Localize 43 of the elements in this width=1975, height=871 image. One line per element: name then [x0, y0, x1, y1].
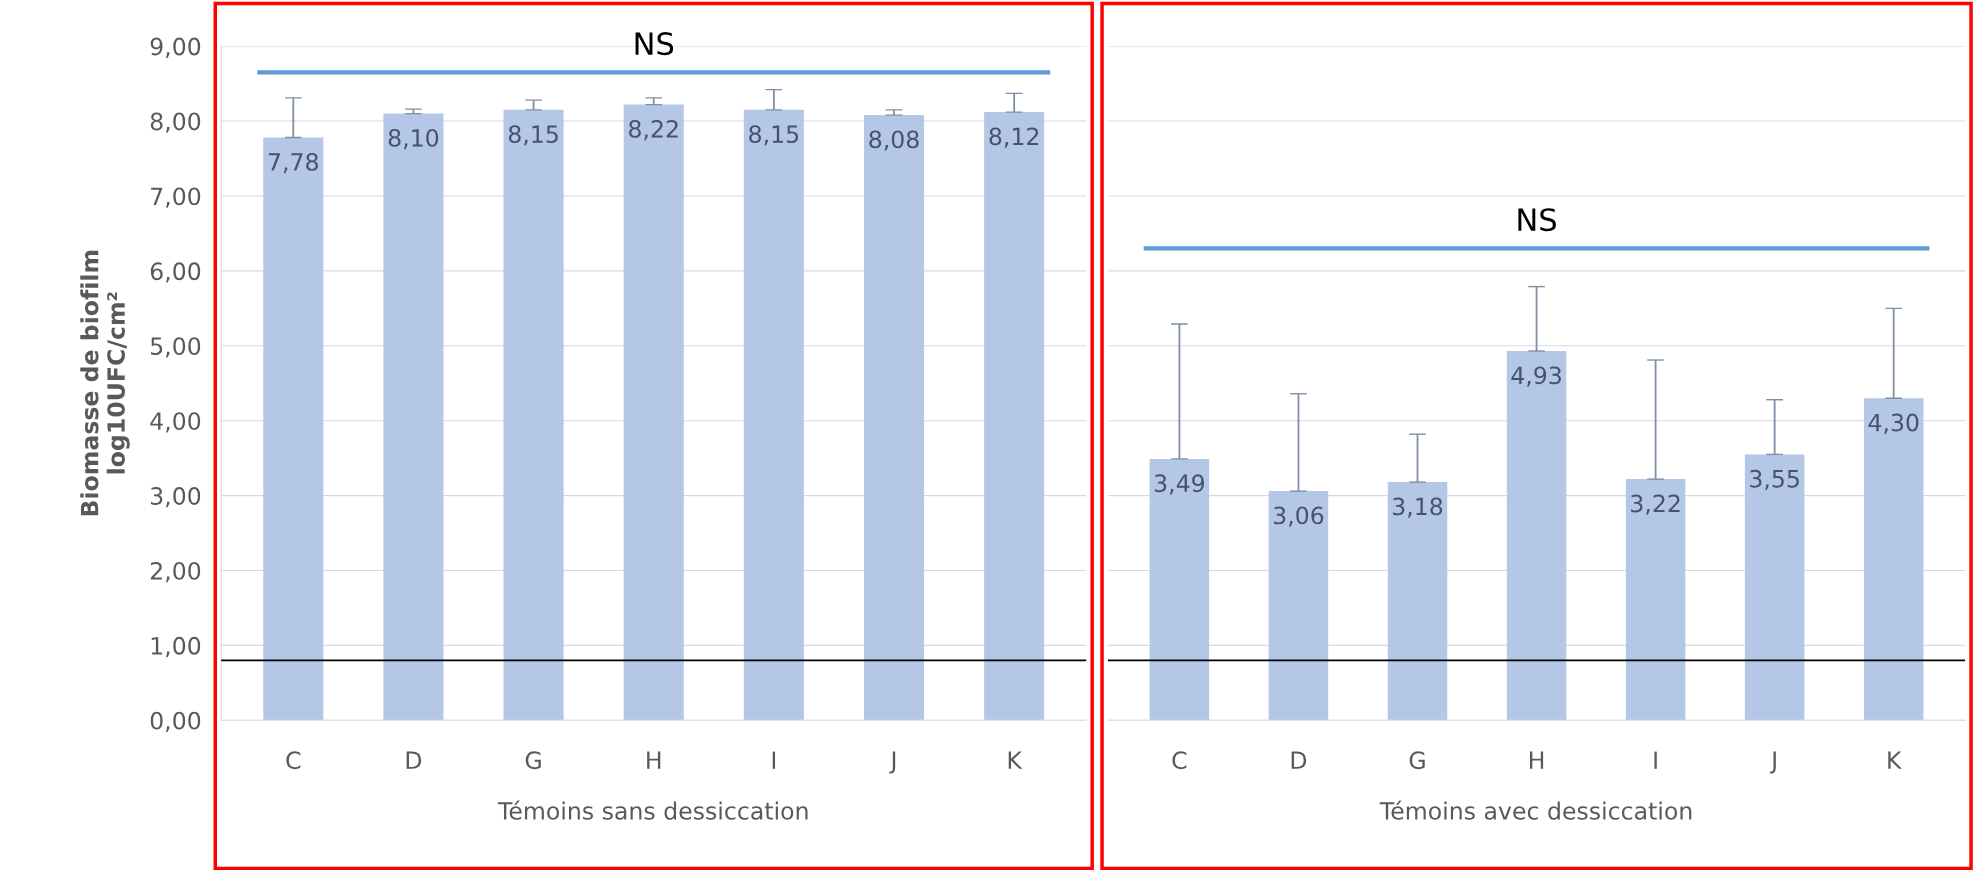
data-label: 4,93 [1511, 366, 1561, 387]
data-label: 8,22 [629, 119, 678, 141]
x-axis-title: Témoins avec dessiccation [1379, 800, 1692, 820]
x-axis-title: Témoins sans dessiccation [497, 800, 808, 820]
ref-line-label: NS [1518, 208, 1556, 232]
x-tick-label: J [889, 751, 896, 774]
data-label: 8,08 [869, 130, 919, 151]
data-label: 8,15 [749, 125, 799, 146]
x-tick-label: K [1888, 751, 1902, 769]
data-label: 7,78 [268, 152, 318, 174]
ref-line-label: NS [635, 32, 674, 56]
x-tick-label: H [1529, 751, 1544, 769]
data-label: 8,15 [508, 125, 558, 146]
y-tick-label: 7,00 [151, 187, 201, 208]
y-tick-label: 9,00 [150, 37, 201, 58]
data-label: 4,30 [1868, 413, 1919, 434]
data-label: 8,10 [388, 128, 439, 150]
y-tick-label: 8,00 [150, 112, 201, 133]
y-tick-label: 5,00 [151, 337, 201, 358]
x-tick-label: G [1409, 751, 1425, 770]
x-tick-label: G [525, 751, 541, 770]
data-label: 3,55 [1750, 469, 1799, 491]
x-tick-label: I [772, 751, 776, 769]
x-tick-label: C [1172, 751, 1187, 770]
x-tick-label: J [1769, 751, 1776, 774]
x-tick-label: H [647, 751, 661, 769]
data-label: 3,06 [1273, 506, 1324, 527]
y-tick-label: 0,00 [150, 711, 201, 733]
data-label: 3,22 [1631, 494, 1680, 515]
y-tick-label: 4,00 [150, 412, 201, 433]
data-label: 3,49 [1154, 474, 1205, 495]
y-tick-label: 3,00 [150, 487, 201, 508]
x-tick-label: C [286, 751, 301, 770]
y-axis-title: Biomasse de biofilm log10UFC/cm² [80, 250, 130, 516]
y-tick-label: 6,00 [150, 262, 201, 283]
x-tick-label: I [1654, 751, 1657, 769]
y-tick-label: 2,00 [150, 561, 201, 583]
x-tick-label: D [1291, 751, 1307, 769]
data-label: 8,12 [989, 127, 1039, 148]
x-tick-label: D [406, 751, 422, 769]
x-tick-label: K [1008, 751, 1023, 769]
data-label: 3,18 [1393, 497, 1443, 518]
y-tick-label: 1,00 [151, 636, 201, 658]
